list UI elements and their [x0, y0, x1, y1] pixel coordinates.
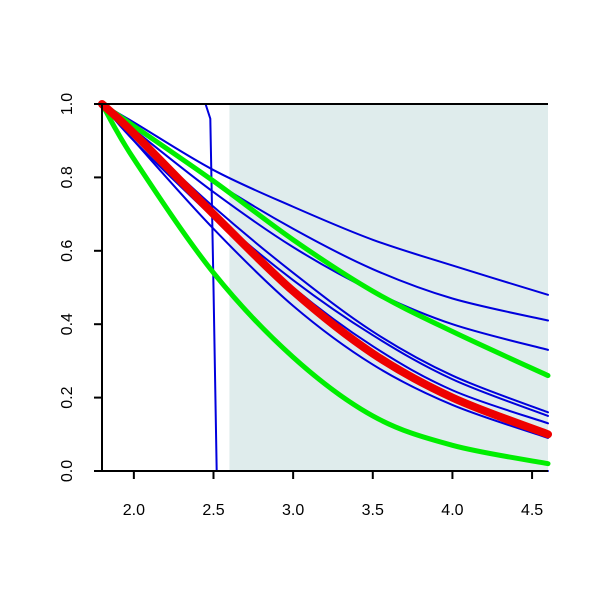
y-tick-label: 0.2 [59, 386, 76, 408]
x-tick-label: 3.5 [362, 502, 384, 519]
series-line-12 [98, 100, 552, 439]
x-tick-label: 3.0 [282, 502, 304, 519]
y-tick-label: 0.0 [59, 460, 76, 482]
x-tick-label: 2.0 [123, 502, 145, 519]
shaded-region [229, 104, 548, 471]
series-line-11 [99, 101, 551, 467]
y-tick-label: 1.0 [59, 93, 76, 115]
series-line-9 [101, 103, 549, 439]
y-tick-label: 0.4 [59, 313, 76, 335]
y-tick-label: 0.6 [59, 240, 76, 262]
y-tick-label: 0.8 [59, 166, 76, 188]
series-line-2 [101, 103, 549, 296]
x-tick-label: 4.0 [441, 502, 463, 519]
series-line-10 [99, 101, 551, 379]
x-tick-label: 4.5 [521, 502, 543, 519]
x-tick-label: 2.5 [202, 502, 224, 519]
